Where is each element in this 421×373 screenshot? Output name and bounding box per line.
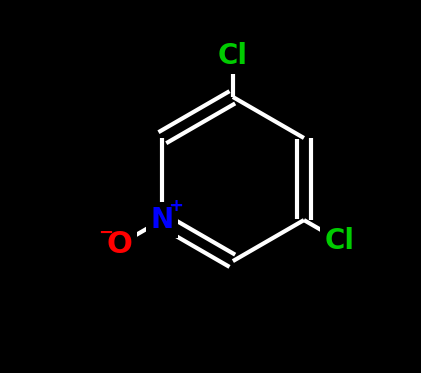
Text: Cl: Cl [218,42,248,70]
Text: Cl: Cl [325,226,354,255]
Text: +: + [168,197,184,215]
Text: N: N [150,206,173,234]
Text: −: − [98,224,113,242]
Text: O: O [107,230,133,259]
